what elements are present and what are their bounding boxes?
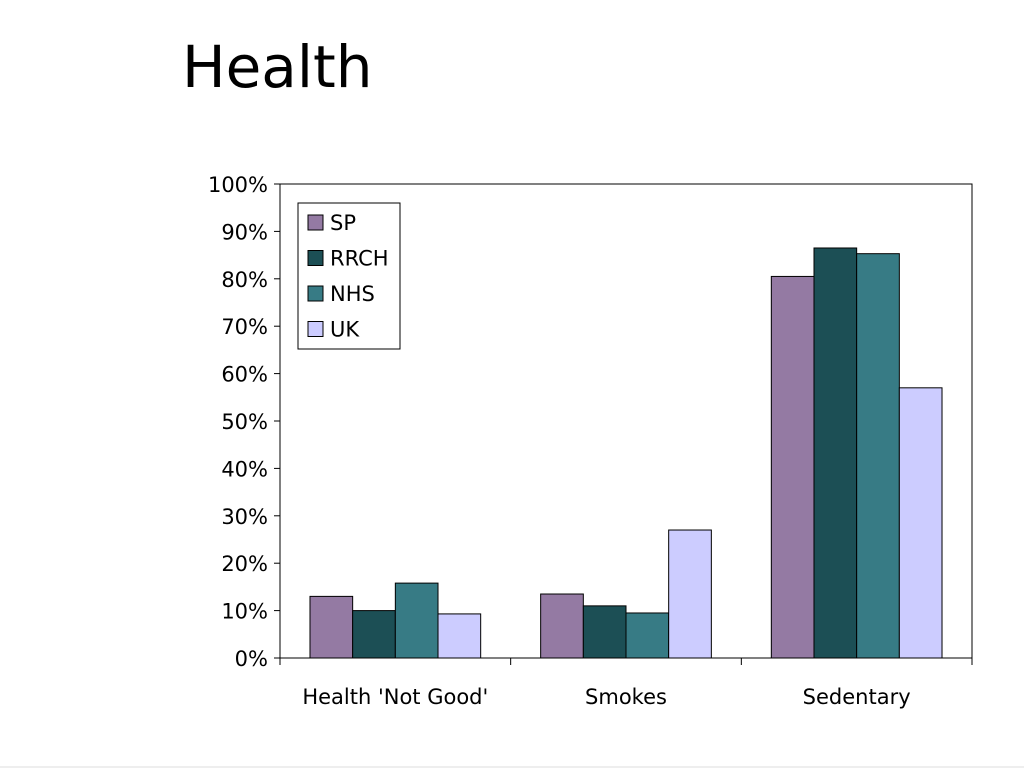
y-tick-label: 50% [221, 410, 268, 434]
y-tick-label: 80% [221, 268, 268, 292]
bar-rrch-3 [813, 247, 858, 659]
legend-label-uk: UK [330, 318, 360, 342]
bar-uk-3 [898, 387, 943, 659]
y-tick-label: 40% [221, 457, 268, 481]
bar-uk-1 [437, 613, 482, 659]
bar-uk-2 [668, 529, 712, 659]
bar-rrch-2 [582, 605, 627, 659]
legend-label-nhs: NHS [330, 282, 375, 306]
y-tick-label: 0% [235, 647, 268, 671]
legend-label-rrch: RRCH [330, 247, 389, 271]
bar-nhs-1 [394, 582, 439, 659]
x-category-label: Smokes [585, 685, 667, 709]
y-tick-label: 90% [221, 220, 268, 244]
bar-sp-2 [540, 593, 584, 659]
legend-swatch-uk [307, 321, 324, 337]
slide-title: Health [182, 33, 373, 101]
legend-label-sp: SP [330, 211, 356, 235]
bar-sp-3 [770, 275, 815, 659]
x-category-label: Sedentary [803, 685, 911, 709]
y-tick-label: 70% [221, 315, 268, 339]
y-tick-label: 20% [221, 552, 268, 576]
bar-nhs-3 [856, 253, 900, 659]
bar-rrch-1 [352, 610, 396, 659]
y-tick-label: 60% [221, 363, 268, 387]
bar-nhs-2 [625, 612, 670, 659]
y-tick-label: 30% [221, 505, 268, 529]
slide-bottom-rule [0, 766, 1024, 768]
legend-swatch-rrch [307, 250, 324, 266]
y-tick-label: 10% [221, 600, 268, 624]
legend-swatch-nhs [307, 285, 324, 302]
x-category-label: Health 'Not Good' [302, 685, 488, 709]
y-tick-label: 100% [208, 173, 268, 197]
bar-sp-1 [309, 595, 354, 659]
legend-swatch-sp [307, 214, 324, 231]
